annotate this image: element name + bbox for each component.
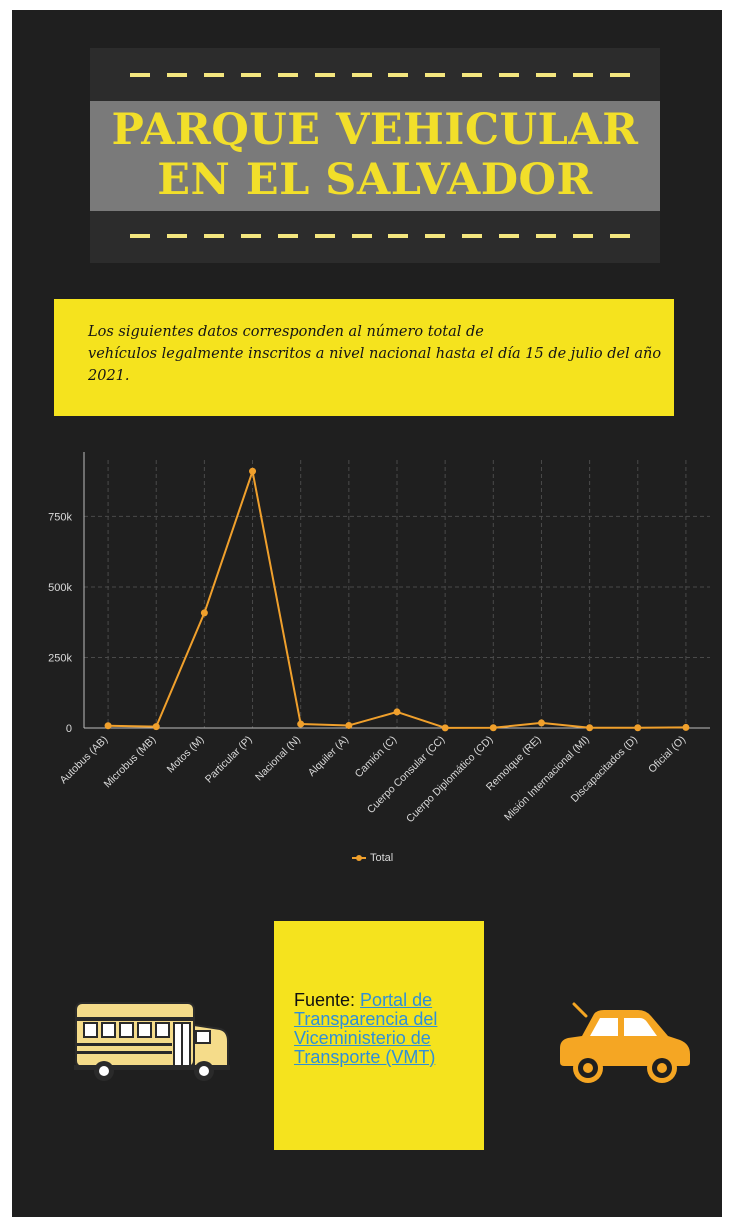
title-line-2: EN EL SALVADOR	[157, 155, 593, 205]
intro-box: Los siguientes datos corresponden al núm…	[54, 299, 674, 416]
data-point	[441, 724, 449, 732]
x-tick-label: Cuerpo Diplomático (CD)	[404, 734, 495, 825]
legend-swatch	[352, 854, 366, 862]
title-band: PARQUE VEHICULAR EN EL SALVADOR	[90, 101, 660, 211]
x-tick-label: Autobus (AB)	[58, 734, 111, 787]
intro-line-1: Los siguientes datos corresponden al núm…	[88, 324, 484, 340]
line-chart: 0 250k 500k 750k Autobus (AB) Microbus (MB) M…	[12, 438, 722, 878]
x-tick-label: Misión Internacional (MI)	[502, 734, 592, 824]
car-icon	[560, 1002, 690, 1083]
y-tick-label: 750k	[48, 511, 72, 523]
x-tick-label: Alquiler (A)	[306, 734, 351, 779]
legend-label: Total	[370, 852, 394, 864]
data-point	[682, 723, 690, 731]
y-tick-labels: 0 250k 500k 750k	[48, 511, 72, 735]
source-prefix: Fuente:	[294, 990, 361, 1010]
intro-line-3: 2021.	[88, 368, 130, 384]
y-tick-label: 0	[66, 723, 72, 735]
chart-legend[interactable]: Total	[352, 852, 393, 864]
series-total	[104, 467, 690, 732]
data-point	[297, 720, 305, 728]
data-point	[249, 467, 257, 475]
infographic-canvas: PARQUE VEHICULAR EN EL SALVADOR Los sigu…	[12, 10, 722, 1217]
intro-line-2: vehículos legalmente inscritos a nivel n…	[88, 346, 662, 362]
x-tick-label: Oficial (O)	[646, 734, 688, 776]
data-point	[634, 724, 642, 732]
source-text: Fuente: Portal de Transparencia del Vice…	[294, 991, 474, 1067]
x-tick-label: Nacional (N)	[253, 734, 303, 784]
source-link[interactable]: Portal de Transparencia del Viceminister…	[294, 990, 438, 1067]
title-line-1: PARQUE VEHICULAR	[111, 105, 639, 155]
title-banner: PARQUE VEHICULAR EN EL SALVADOR	[90, 48, 660, 263]
school-bus-icon	[74, 1002, 230, 1081]
data-point	[586, 724, 594, 732]
x-tick-label: Motos (M)	[165, 734, 207, 776]
x-tick-label: Camión (C)	[353, 734, 399, 780]
data-point	[393, 708, 401, 716]
data-point	[345, 721, 353, 729]
y-tick-label: 500k	[48, 582, 72, 594]
y-tick-label: 250k	[48, 652, 72, 664]
intro-text: Los siguientes datos corresponden al núm…	[88, 321, 673, 387]
x-tick-labels: Autobus (AB)Microbus (MB) Motos (M)Partic…	[58, 734, 688, 825]
page-title: PARQUE VEHICULAR EN EL SALVADOR	[90, 101, 660, 211]
data-point	[152, 723, 160, 731]
chart-svg: 0 250k 500k 750k Autobus (AB)Microbus (MB) M…	[48, 452, 710, 825]
data-point	[489, 724, 497, 732]
chart-grid	[84, 460, 710, 728]
data-point	[104, 722, 112, 730]
data-point	[200, 609, 208, 617]
x-tick-label: Particular (P)	[203, 734, 255, 786]
road-dashes-top	[130, 73, 630, 77]
data-point	[537, 719, 545, 727]
road-dashes-bottom	[130, 234, 630, 238]
source-box: Fuente: Portal de Transparencia del Vice…	[274, 921, 484, 1150]
